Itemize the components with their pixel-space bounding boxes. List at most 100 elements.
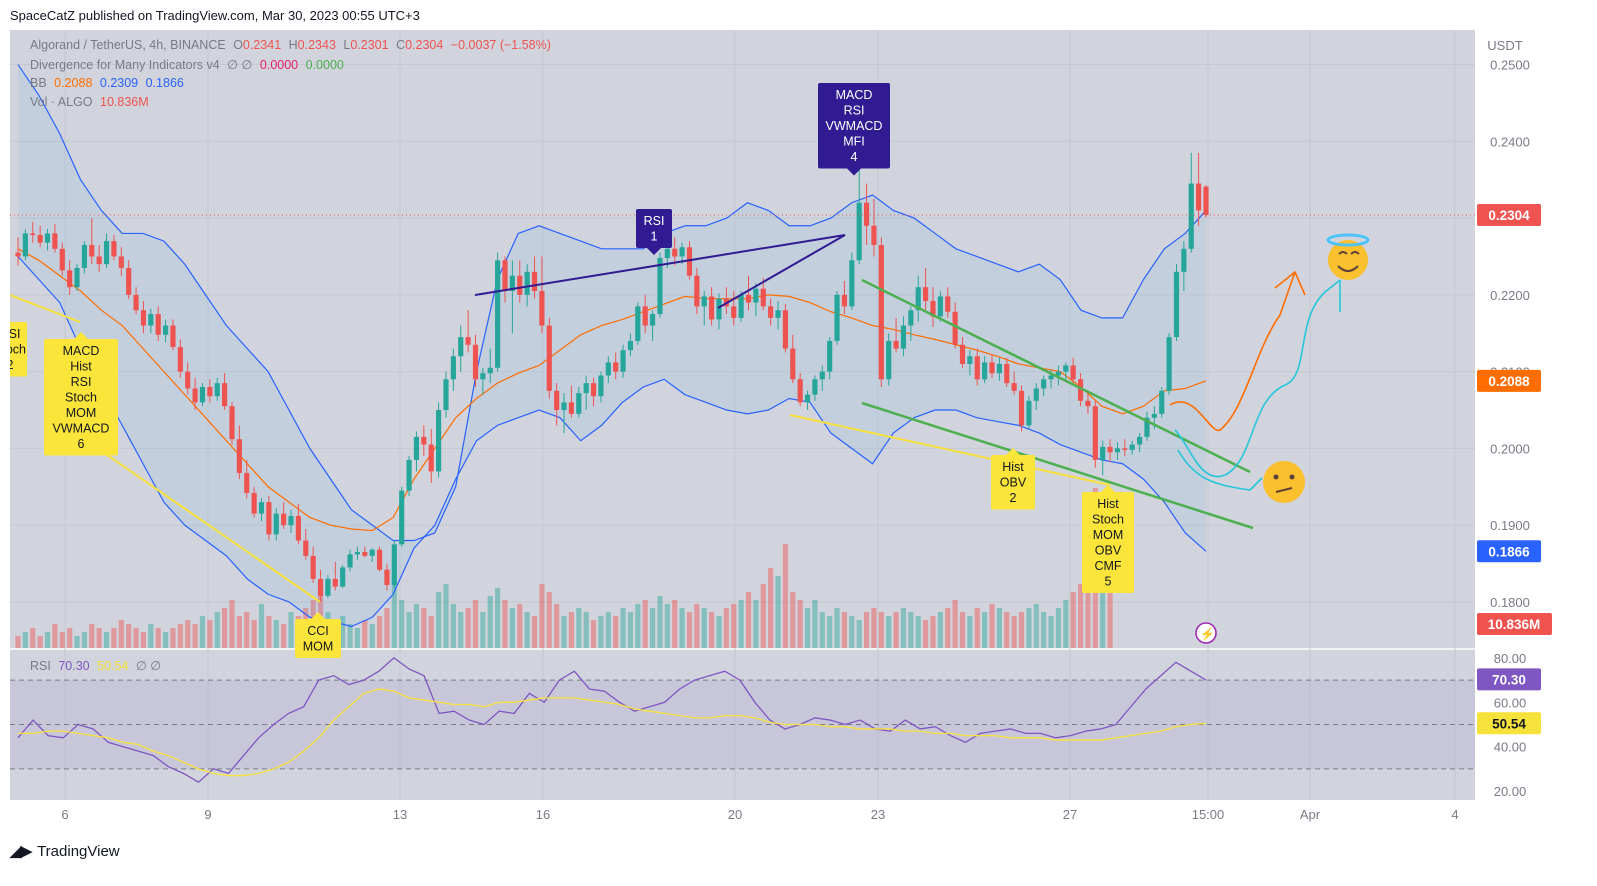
candle-body [996,363,1002,374]
candle-body [1055,371,1062,376]
time-tick-label: 4 [1451,807,1458,822]
volume-bar [768,568,774,648]
candle-body [546,325,552,391]
candle-body [731,306,737,318]
symbol-name: Algorand / TetherUS, 4h, BINANCE [30,38,226,52]
macd4-label-pointer [847,168,861,176]
volume-bar [81,632,87,648]
volume-bar [391,576,397,648]
emoji-face [1263,461,1305,503]
candle-body [576,393,582,414]
candle-body [915,287,921,311]
candle-body [849,260,855,307]
volume-bar [937,612,943,648]
left-stoch-label-line: RSI [10,327,20,341]
volume-bar [465,608,471,648]
hist5-label-box [1082,492,1134,593]
candle-body [760,288,766,307]
rsi-tick-label: 20.00 [1494,784,1527,799]
bb-lower-badge-bg [1477,540,1541,563]
volume-bar [89,624,95,648]
symbol-legend: Algorand / TetherUS, 4h, BINANCE O0.2341… [30,38,551,52]
hist5-label-line: OBV [1095,544,1122,558]
volume-bar [672,600,678,648]
candle-body [834,294,840,341]
candle-body [266,502,272,535]
volume-bar [775,576,781,648]
volume-bar [67,628,73,648]
chart-container[interactable]: ⚡RSI1MACDRSIVWMACDMFI4RSIStoch2MACDHistR… [10,30,1587,848]
volume-bar [1063,600,1069,648]
candle-body [1063,365,1069,372]
candle-body [317,578,324,596]
volume-bar [487,596,493,648]
volume-bar [886,616,892,648]
emoji-smile [1337,265,1359,272]
rsi1-label-line: RSI [644,214,665,228]
candle-body [561,402,567,411]
candle-body [347,554,353,568]
candle-body [694,275,700,307]
low-value: 0.2301 [350,38,389,52]
volume-legend: Vol · ALGO 10.836M [30,95,149,109]
candle-body [583,383,589,394]
volume-bar [22,632,28,648]
volume-bar [900,608,907,648]
volume-bar [1077,584,1084,648]
volume-bar [863,612,870,648]
candle-body [81,244,87,268]
candle-body [1173,271,1180,338]
tradingview-footer[interactable]: ◢▶ TradingView [10,842,120,861]
volume-bar [288,612,294,648]
hist5-label-line: 5 [1105,575,1112,589]
candle-body [709,296,715,320]
candle-body [436,410,442,472]
candle-body [782,310,788,349]
hist-obv2-label-box [991,455,1035,510]
candle-body [908,310,914,326]
last-price-badge-bg [1477,204,1541,227]
candle-body [450,356,456,380]
bb-lower-value: 0.1866 [145,76,184,90]
volume-bar [613,616,619,648]
candle-body [819,371,825,380]
candle-body [1077,379,1084,401]
candle-body [185,371,191,389]
candle-body [369,549,375,556]
candle-body [192,388,198,403]
candle-body [1166,337,1172,391]
cci-label: CCI MOM [295,612,341,658]
candle-body [354,552,361,555]
currency-label: USDT [1487,38,1522,53]
candle-body [413,436,420,460]
yellow-divergence-line [789,414,1111,486]
volume-bar [590,620,597,648]
candle-body [465,337,471,345]
volume-bar [908,612,914,648]
volume-bar [502,600,508,648]
volume-bar [1070,592,1076,648]
candle-body [325,578,331,596]
candle-body [1188,183,1194,249]
candle-body [863,202,870,226]
volume-bar [118,620,124,648]
volume-bar [450,604,456,648]
candle-body [790,348,796,380]
volume-bar [103,632,110,648]
volume-bar [37,636,43,648]
price-chart[interactable]: ⚡RSI1MACDRSIVWMACDMFI4RSIStoch2MACDHistR… [10,30,1587,848]
green-trendline-lower [861,401,1254,530]
candle-body [177,347,183,372]
time-tick-label: 20 [728,807,742,822]
candle-body [945,296,951,312]
volume-bar [399,600,405,648]
candle-body [959,344,966,364]
volume-bar [472,600,479,648]
volume-bar [96,628,102,648]
time-tick-label: 9 [204,807,211,822]
rsi-badge: 70.30 [1492,672,1526,687]
candle-body [554,390,560,411]
volume-bar [790,592,796,648]
price-tick-label: 0.1800 [1490,595,1530,610]
